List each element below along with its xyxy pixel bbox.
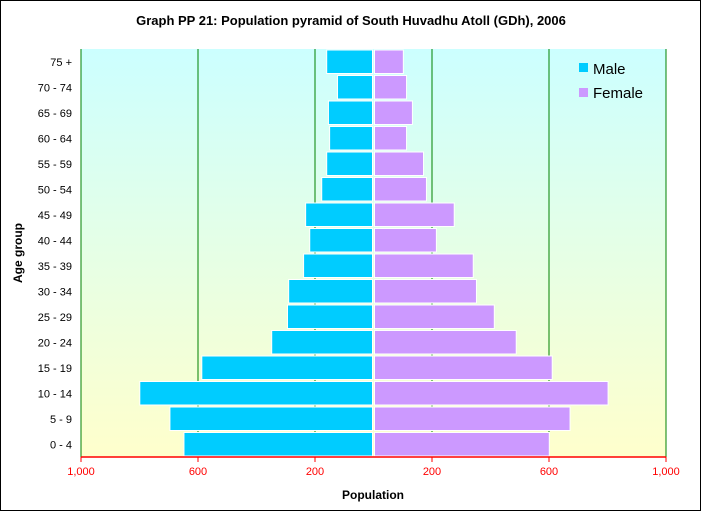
bar-male	[303, 253, 373, 278]
bar-female	[374, 330, 517, 355]
bar-female	[374, 432, 550, 457]
bar-female	[374, 151, 425, 176]
bar-male	[321, 177, 374, 202]
bar-female	[374, 304, 495, 329]
legend: Male Female	[579, 61, 643, 102]
bar-male	[326, 151, 374, 176]
y-tick-label: 20 - 24	[38, 337, 72, 349]
y-tick-label: 35 - 39	[38, 261, 72, 273]
bar-male	[337, 75, 373, 100]
bar-female	[374, 202, 455, 227]
bar-female	[374, 253, 474, 278]
y-tick-label: 0 - 4	[50, 439, 72, 451]
y-tick-label: 60 - 64	[38, 133, 72, 145]
bar-male	[183, 432, 373, 457]
bar-male	[305, 202, 374, 227]
x-tick-label: 200	[423, 466, 441, 478]
bar-female	[374, 177, 427, 202]
y-tick-label: 25 - 29	[38, 312, 72, 324]
y-tick-label: 5 - 9	[50, 414, 72, 426]
y-tick-label: 15 - 19	[38, 363, 72, 375]
legend-label-female: Female	[593, 85, 643, 102]
bar-female	[374, 355, 553, 380]
bar-female	[374, 75, 408, 100]
chart-title: Graph PP 21: Population pyramid of South…	[136, 13, 566, 28]
bar-male	[201, 355, 373, 380]
bar-male	[288, 279, 373, 304]
legend-label-male: Male	[593, 61, 626, 78]
x-tick-label: 200	[306, 466, 324, 478]
y-tick-label: 45 - 49	[38, 210, 72, 222]
y-tick-label: 70 - 74	[38, 82, 72, 94]
y-tick-label: 40 - 44	[38, 235, 72, 247]
bar-female	[374, 228, 437, 253]
y-tick-label: 75 +	[50, 57, 72, 69]
bar-male	[309, 228, 373, 253]
bar-female	[374, 406, 571, 431]
y-tick-label: 50 - 54	[38, 184, 72, 196]
bar-male	[287, 304, 374, 329]
y-tick-label: 30 - 34	[38, 286, 72, 298]
x-tick-label: 600	[189, 466, 207, 478]
bar-female	[374, 381, 609, 406]
bar-male	[329, 126, 373, 151]
y-tick-label: 55 - 59	[38, 159, 72, 171]
x-axis-label: Population	[342, 488, 404, 502]
y-tick-label: 65 - 69	[38, 108, 72, 120]
bar-male	[326, 49, 374, 74]
legend-swatch-female	[579, 88, 588, 97]
y-tick-label: 10 - 14	[38, 388, 72, 400]
bar-female	[374, 100, 413, 125]
bar-female	[374, 126, 408, 151]
x-tick-label: 1,000	[67, 466, 95, 478]
y-axis-label: Age group	[11, 223, 25, 283]
legend-swatch-male	[579, 63, 588, 72]
bar-male	[327, 100, 373, 125]
bar-male	[271, 330, 373, 355]
x-tick-label: 600	[540, 466, 558, 478]
bar-male	[139, 381, 373, 406]
bar-male	[169, 406, 373, 431]
x-tick-label: 1,000	[652, 466, 680, 478]
bar-female	[374, 49, 404, 74]
bar-female	[374, 279, 477, 304]
